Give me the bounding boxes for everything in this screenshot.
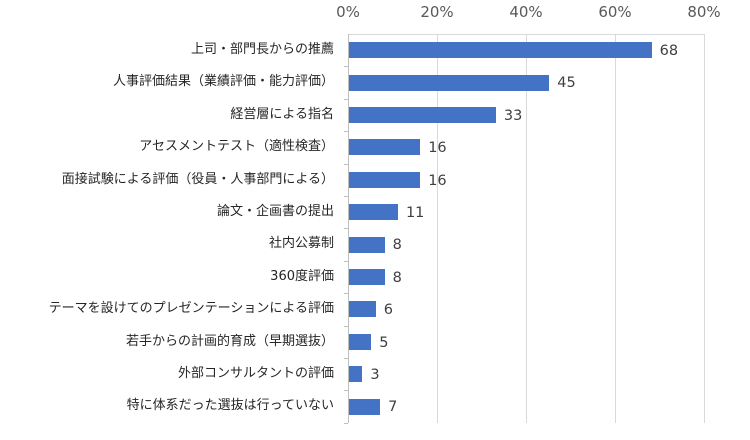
y-axis-tick	[344, 325, 348, 327]
bar	[349, 398, 381, 415]
value-label: 7	[388, 399, 398, 416]
bar	[349, 106, 496, 123]
bar	[349, 42, 652, 59]
y-axis-tick	[344, 98, 348, 100]
bar-row: 特に体系だった選抜は行っていない 7	[0, 390, 750, 422]
category-label: テーマを設けてのプレゼンテーションによる評価	[48, 301, 334, 317]
x-tick-label: 20%	[420, 3, 454, 21]
bar	[349, 139, 421, 156]
y-axis-tick	[344, 163, 348, 165]
y-axis-tick	[344, 358, 348, 359]
y-axis-tick	[344, 196, 348, 197]
y-axis-tick	[344, 131, 348, 133]
category-label: 360度評価	[270, 268, 334, 284]
bar	[349, 204, 398, 221]
bar-row: 論文・企画書の提出 11	[0, 196, 750, 228]
bar	[349, 74, 550, 91]
bar-row: 社内公募制 8	[0, 228, 750, 260]
y-axis-tick	[344, 66, 348, 68]
bar	[349, 333, 372, 350]
plot-area	[348, 34, 705, 423]
value-label: 6	[383, 302, 393, 319]
value-label: 3	[370, 367, 380, 383]
category-label: 上司・部門長からの推薦	[190, 42, 334, 57]
category-label: 外部コンサルタントの評価	[177, 366, 334, 381]
category-label: 若手からの計画的育成（早期選抜）	[125, 333, 334, 349]
bar-row: 若手からの計画的育成（早期選抜） 5	[0, 326, 750, 358]
gridline	[437, 34, 438, 423]
x-tick-label: 0%	[336, 3, 360, 21]
category-label: アセスメントテスト（適性検査）	[139, 139, 334, 155]
bar	[349, 268, 385, 285]
bar-row: 人事評価結果（業績評価・能力評価） 45	[0, 66, 750, 98]
bar	[349, 366, 363, 383]
value-label: 8	[392, 237, 402, 254]
bar	[349, 301, 376, 318]
value-label: 45	[557, 75, 576, 92]
y-axis-tick	[344, 260, 348, 262]
y-axis-line	[348, 34, 349, 423]
x-tick-label: 40%	[509, 3, 543, 21]
value-label: 16	[428, 140, 447, 157]
value-label: 16	[428, 172, 447, 189]
gridline	[704, 34, 705, 423]
value-label: 33	[503, 107, 523, 124]
y-axis-tick	[344, 390, 348, 392]
category-label: 人事評価結果（業績評価・能力評価）	[112, 74, 334, 90]
y-axis-tick	[344, 293, 348, 295]
y-axis-tick	[344, 422, 348, 424]
y-axis-tick	[344, 228, 348, 230]
category-label: 特に体系だった選抜は行っていない	[126, 398, 334, 414]
bar-row: テーマを設けてのプレゼンテーションによる評価 6	[0, 293, 750, 325]
bar-row: 外部コンサルタントの評価 3	[0, 358, 750, 390]
value-label: 68	[659, 43, 679, 59]
bar-row: 面接試験による評価（役員・人事部門による） 16	[0, 164, 750, 196]
value-label: 5	[379, 334, 389, 351]
bar	[349, 236, 385, 253]
bar-row: 360度評価 8	[0, 261, 750, 293]
category-label: 経営層による指名	[230, 106, 334, 122]
bar	[349, 171, 421, 188]
value-label: 8	[392, 269, 402, 286]
value-label: 11	[405, 205, 425, 221]
category-label: 面接試験による評価（役員・人事部門による）	[61, 171, 334, 187]
bar-row: アセスメントテスト（適性検査） 16	[0, 131, 750, 163]
bar-row: 上司・部門長からの推薦 68	[0, 34, 750, 66]
gridline	[615, 34, 616, 423]
x-tick-label: 60%	[598, 3, 632, 21]
category-label: 論文・企画書の提出	[216, 204, 334, 219]
bar-row: 経営層による指名 33	[0, 99, 750, 131]
gridline	[526, 34, 527, 423]
category-label: 社内公募制	[268, 236, 334, 252]
x-tick-label: 80%	[687, 3, 721, 21]
